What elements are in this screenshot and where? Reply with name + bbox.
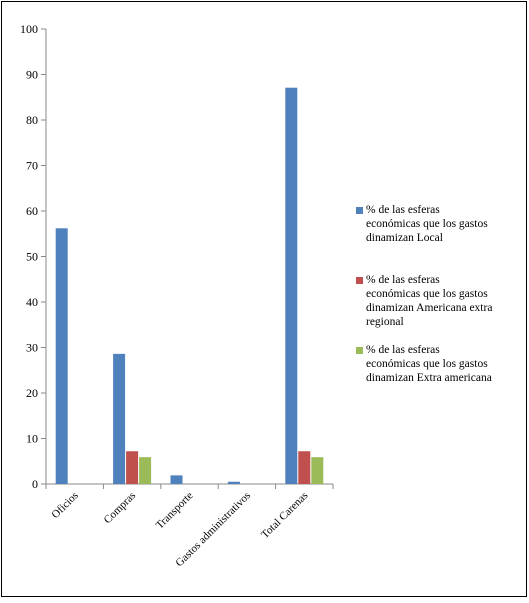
category-label: Compras [102,490,139,527]
bar [113,353,126,484]
bar [170,475,183,484]
y-tick-label: 20 [26,386,38,400]
legend-entry: % de las esferas económicas que los gasto… [366,204,488,244]
bars [55,87,324,484]
axes: 0 10 20 30 40 50 60 70 80 90 100 [20,22,334,491]
y-tick-label: 70 [26,159,38,173]
legend-entry: % de las esferas económicas que los gasto… [366,274,492,328]
bar [55,228,68,484]
legend-entry: % de las esferas económicas que los gasto… [366,344,492,384]
y-tick-label: 80 [26,113,38,127]
legend-swatch [356,207,363,214]
category-label: Total Carenas [259,490,310,541]
legend: % de las esferas económicas que los gasto… [356,204,492,384]
y-tick-label: 30 [26,341,38,355]
legend-swatch [356,277,363,284]
y-tick-label: 100 [20,22,38,36]
legend-swatch [356,347,363,354]
y-tick-label: 90 [26,68,38,82]
bar [227,481,240,484]
category-label: Oficios [49,490,80,521]
category-label: Transporte [154,490,196,532]
y-tick-label: 40 [26,295,38,309]
bar [139,457,152,484]
bar [285,87,298,484]
y-tick-label: 0 [32,477,38,491]
bar [311,457,324,484]
y-tick-label: 10 [26,432,38,446]
y-tick-label: 50 [26,250,38,264]
y-tick-label: 60 [26,204,38,218]
bar [126,451,139,484]
bar [298,451,311,484]
